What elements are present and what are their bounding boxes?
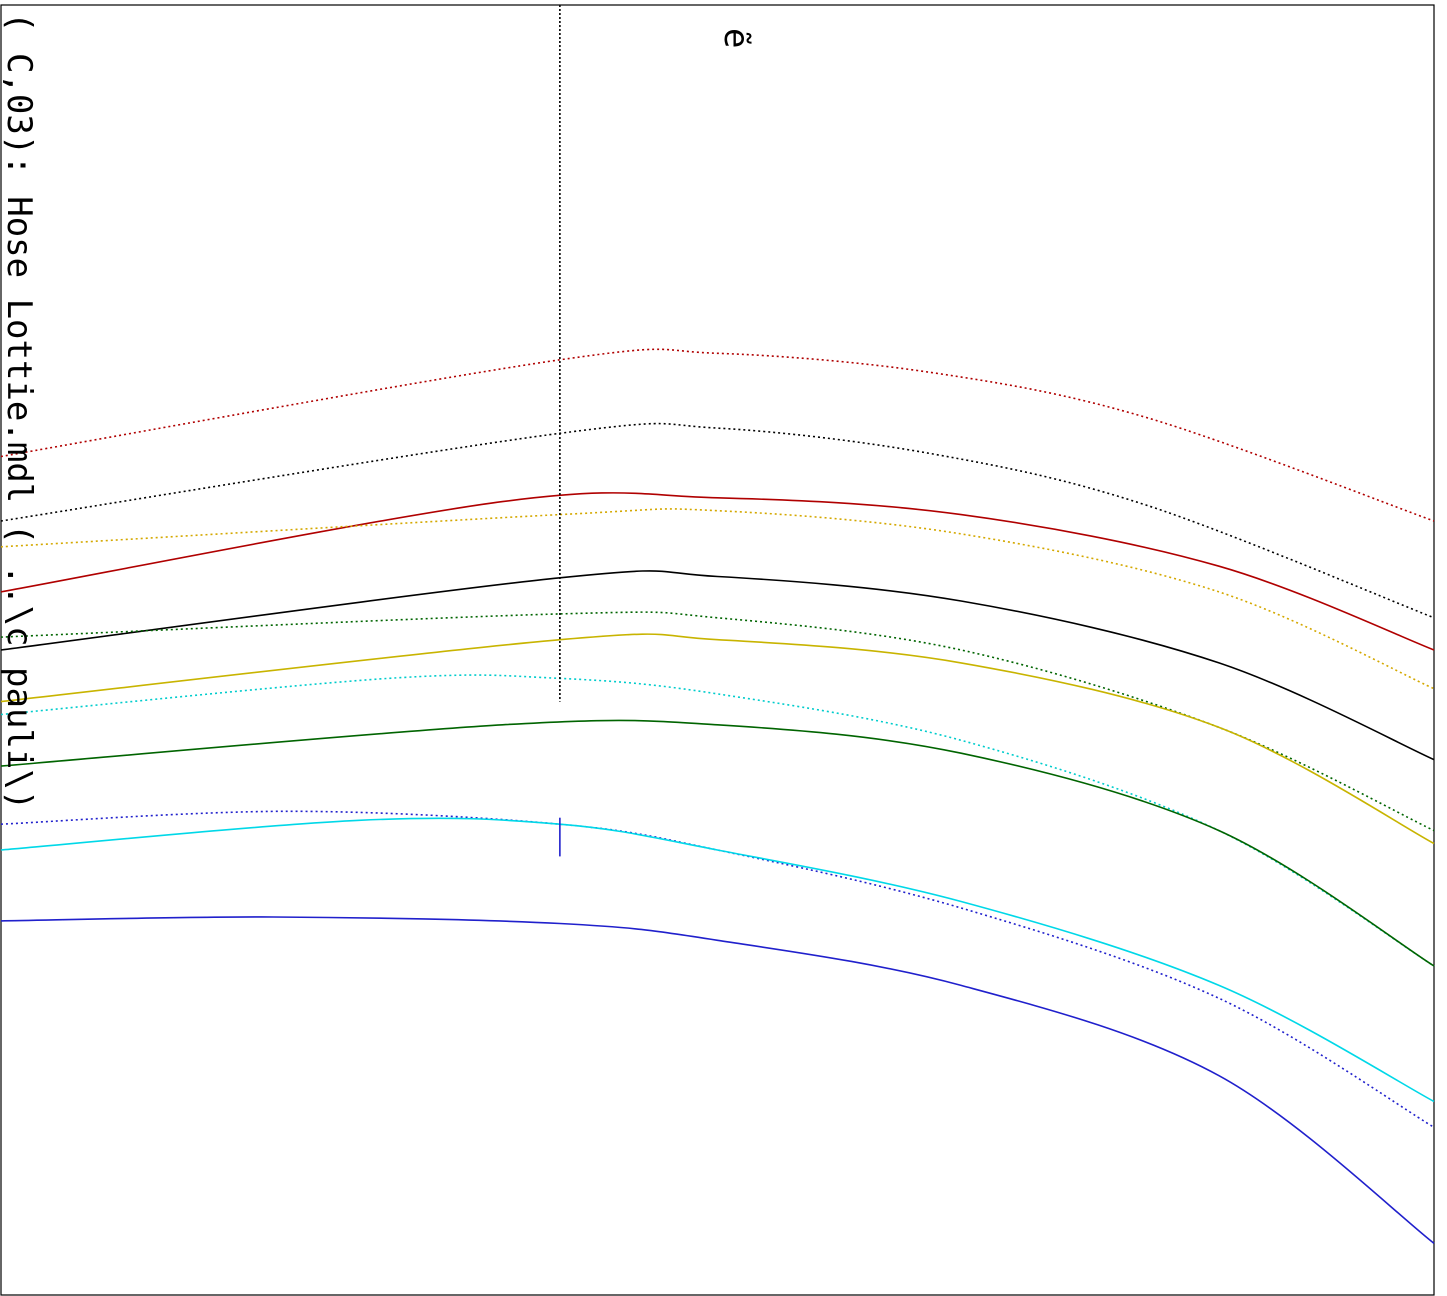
chart-title: ( C,03): Hose Lottie.mdl ( ..\c pauli\) (0, 12, 39, 810)
series-line-3 (0, 492, 1435, 651)
top-glyph: ẽ (716, 28, 756, 48)
series-layer (0, 348, 1435, 1245)
series-line-4 (0, 508, 1435, 690)
series-line-7 (0, 633, 1435, 845)
series-line-6 (0, 611, 1435, 832)
series-line-2 (0, 422, 1435, 619)
series-line-10 (0, 810, 1435, 1128)
series-line-5 (0, 570, 1435, 761)
series-line-11 (0, 817, 1435, 1103)
series-line-12 (0, 916, 1435, 1245)
plot-frame (0, 4, 1435, 1296)
series-line-1 (0, 348, 1435, 522)
series-line-8 (0, 674, 1435, 967)
series-line-9 (0, 719, 1435, 967)
